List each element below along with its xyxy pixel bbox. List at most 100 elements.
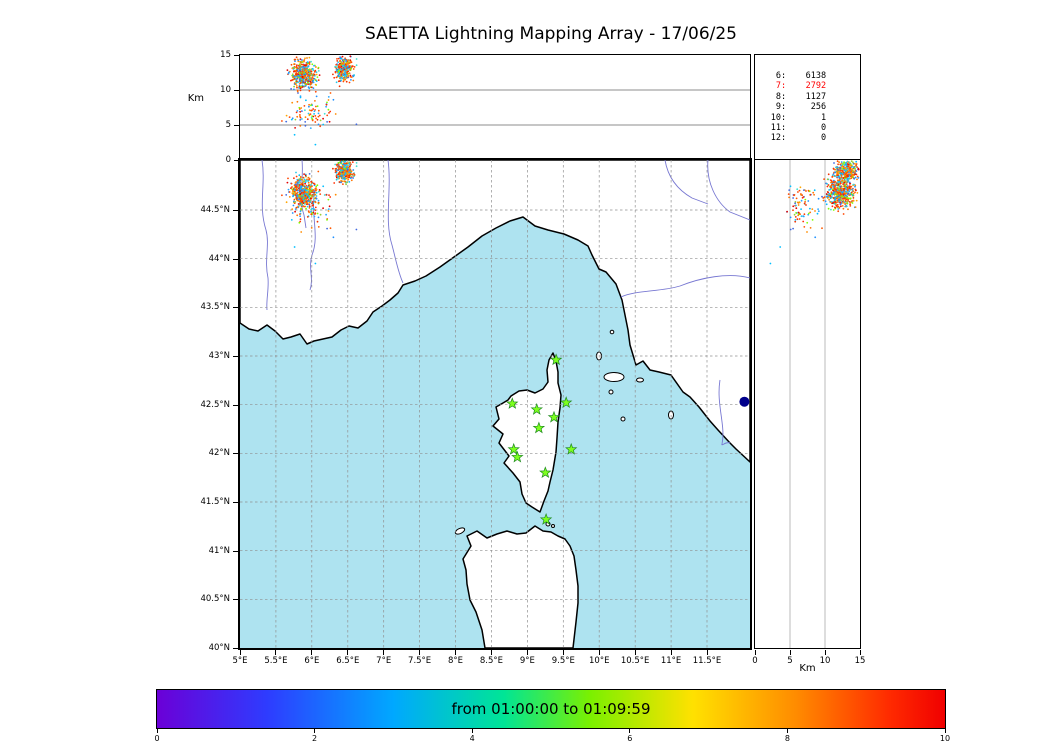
source-count-legend: 6 : 6138 7 : 2792 8 : 1127 9 : 256 10 : 1 11 … (754, 54, 861, 161)
lon-tick-mark (526, 650, 528, 655)
station-star (532, 421, 546, 434)
alt-tick-label: 15 (220, 50, 231, 60)
map-gridlines (240, 160, 750, 648)
lat-tick-mark (233, 550, 238, 552)
source-count-row: 11 : 0 (770, 123, 827, 134)
lon-tick-mark (490, 650, 492, 655)
colorbar-tick-label: 4 (469, 734, 475, 743)
lat-tick-label: 43.5°N (200, 302, 230, 313)
altitude-latitude-plot (769, 160, 860, 648)
lat-tick-mark (233, 502, 238, 503)
lat-tick-label: 40°N (208, 643, 230, 653)
altitude-longitude-plot (240, 55, 750, 146)
alt-tick-label: 0 (225, 155, 231, 165)
lat-tick-label: 42°N (208, 448, 230, 459)
lat-tick-label: 41.5°N (200, 497, 230, 507)
lon-tick-mark (562, 650, 564, 655)
latitude-axis: 40°N 40.5°N 41°N 41.5°N 42°N 42.5°N 43°N 43.5°N… (0, 0, 238, 750)
colorbar-tick-mark (786, 729, 788, 733)
lon-tick-label: 7.5°E (408, 656, 432, 666)
lon-tick-label: 8°E (448, 656, 464, 666)
lon-tick-mark (347, 650, 349, 655)
right-gridlines (789, 160, 826, 648)
station-star (547, 410, 561, 423)
lon-tick-label: 9.5°E (551, 656, 575, 666)
colorbar-tick-label: 8 (784, 734, 790, 743)
colorbar-tick-mark (156, 729, 158, 733)
lon-tick-mark (455, 650, 457, 655)
station-star (549, 353, 563, 366)
map-panel (238, 158, 752, 650)
source-count-row: 10 : 1 (770, 112, 827, 123)
lightning-points-altitude-longitude (281, 55, 358, 146)
altitude-axis: 0 5 10 15 (206, 50, 239, 165)
right-tick-label: 5 (787, 656, 793, 666)
lightning-points-map (281, 160, 358, 265)
alt-tick-mark (234, 125, 239, 126)
right-tick-mark (789, 650, 791, 655)
source-count-row: 7 : 2792 (775, 81, 827, 92)
longitude-axis: 5°E 5.5°E 6°E 6.5°E 7°E 7.5°E 8°E 8.5°E 9°E 9.5°E… (232, 650, 750, 674)
station-star (507, 442, 520, 455)
lon-tick-mark (239, 650, 241, 655)
right-tick-mark (824, 650, 826, 655)
lat-tick-label: 41°N (208, 545, 230, 556)
lon-tick-label: 6°E (304, 656, 320, 666)
lon-tick-mark (706, 650, 708, 655)
altitude-gridlines (240, 89, 750, 126)
altitude-longitude-panel (239, 54, 751, 160)
lon-tick-mark (670, 650, 672, 655)
lon-tick-mark (311, 650, 313, 655)
right-panel-axis-unit: Km (799, 663, 816, 674)
offshore-marker-dot (739, 396, 750, 407)
altitude-axis-unit: Km (187, 93, 204, 104)
source-count-row: 9 : 256 (775, 102, 827, 113)
lon-tick-mark (598, 650, 600, 655)
lon-tick-label: 11°E (660, 656, 682, 666)
colorbar-tick-mark (944, 729, 946, 733)
lat-tick-label: 43°N (208, 351, 230, 361)
lightning-points-altitude-latitude (769, 160, 860, 265)
source-count-row: 8 : 1127 (775, 91, 827, 102)
alt-tick-label: 5 (225, 120, 231, 130)
colorbar-tick-label: 2 (312, 734, 318, 743)
lon-tick-label: 5.5°E (264, 656, 288, 666)
map-plot (240, 160, 750, 648)
lat-tick-mark (233, 258, 238, 260)
alt-tick-mark (234, 90, 239, 91)
lat-tick-label: 40.5°N (200, 594, 230, 605)
lon-tick-mark (383, 650, 385, 655)
lat-tick-mark (233, 453, 238, 455)
lon-tick-label: 6.5°E (336, 656, 360, 666)
right-tick-label: 15 (854, 656, 866, 666)
colorbar-tick-label: 6 (627, 734, 633, 743)
alt-tick-mark (234, 160, 239, 161)
colorbar-tick-label: 10 (939, 734, 951, 743)
altitude-latitude-panel (754, 159, 861, 649)
station-star (565, 442, 578, 455)
right-tick-label: 10 (819, 656, 831, 666)
right-tick-mark (754, 650, 756, 655)
lat-tick-mark (233, 599, 238, 601)
time-colorbar: from 01:00:00 to 01:09:59 (156, 689, 946, 729)
mainland-coast (240, 160, 750, 463)
lon-tick-mark (275, 650, 277, 655)
station-star (530, 402, 543, 415)
lon-tick-mark (634, 650, 636, 655)
small-islands (454, 329, 674, 535)
alt-tick-mark (234, 55, 239, 56)
colorbar-axis: 0 2 4 6 8 10 (154, 729, 950, 747)
colorbar-tick-mark (471, 729, 473, 733)
right-tick-label: 0 (752, 656, 758, 666)
lat-tick-label: 44.5°N (200, 205, 230, 215)
lat-tick-mark (233, 648, 238, 649)
colorbar-label: from 01:00:00 to 01:09:59 (451, 700, 651, 718)
station-star (560, 396, 573, 409)
right-tick-mark (859, 650, 861, 655)
station-star (511, 450, 524, 463)
station-star (506, 397, 519, 409)
figure-title: SAETTA Lightning Mapping Array - 17/06/2… (365, 24, 737, 44)
station-star (539, 466, 552, 479)
lon-tick-label: 10°E (589, 656, 610, 666)
